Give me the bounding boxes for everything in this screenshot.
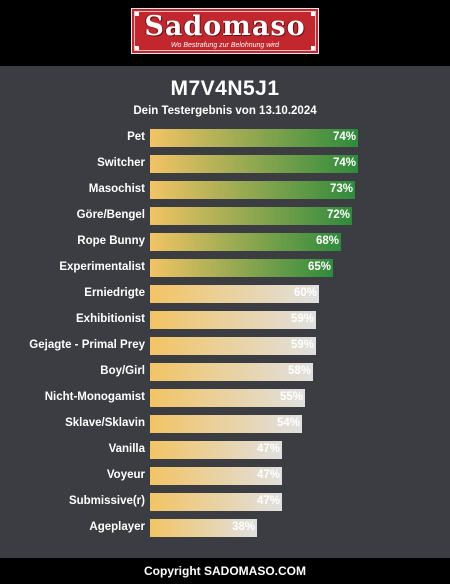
result-percent: 59% — [290, 339, 314, 351]
result-row: Masochist 73% — [0, 181, 450, 199]
result-row: Ageplayer 38% — [0, 519, 450, 537]
result-row: Vanilla 47% — [0, 441, 450, 459]
result-percent: 55% — [279, 391, 303, 403]
logo-tagline: Wo Bestrafung zur Belohnung wird — [170, 42, 280, 49]
result-row: Exhibitionist 59% — [0, 311, 450, 329]
result-label: Pet — [127, 131, 145, 143]
result-label: Submissive(r) — [68, 495, 145, 507]
result-percent: 38% — [231, 521, 255, 533]
result-label: Experimentalist — [59, 261, 145, 273]
result-bar: 38% — [150, 519, 257, 537]
result-label: Ageplayer — [89, 521, 145, 533]
result-percent: 59% — [290, 313, 314, 325]
result-label: Gejagte - Primal Prey — [29, 339, 145, 351]
logo-corner-ornament — [135, 46, 139, 50]
result-percent: 65% — [307, 261, 331, 273]
result-row: Pet 74% — [0, 129, 450, 147]
brand-logo[interactable]: Sadomaso Wo Bestrafung zur Belohnung wir… — [131, 8, 319, 54]
result-percent: 58% — [287, 365, 311, 377]
result-percent: 60% — [293, 287, 317, 299]
result-bar: 59% — [150, 311, 316, 329]
logo-frame — [134, 11, 316, 51]
result-label: Göre/Bengel — [76, 209, 145, 221]
result-bar: 59% — [150, 337, 316, 355]
result-percent: 54% — [276, 417, 300, 429]
result-row: Rope Bunny 68% — [0, 233, 450, 251]
result-row: Erniedrigte 60% — [0, 285, 450, 303]
result-bar: 47% — [150, 493, 282, 511]
result-percent: 47% — [256, 443, 280, 455]
result-percent: 74% — [332, 157, 356, 169]
result-row: Göre/Bengel 72% — [0, 207, 450, 225]
result-bar: 60% — [150, 285, 319, 303]
result-subtitle: Dein Testergebnis von 13.10.2024 — [133, 105, 317, 117]
result-label: Erniedrigte — [84, 287, 145, 299]
result-row: Gejagte - Primal Prey 59% — [0, 337, 450, 355]
result-label: Sklave/Sklavin — [65, 417, 145, 429]
result-label: Rope Bunny — [77, 235, 145, 247]
result-percent: 68% — [315, 235, 339, 247]
result-bar: 72% — [150, 207, 352, 225]
result-percent: 72% — [326, 209, 350, 221]
result-row: Sklave/Sklavin 54% — [0, 415, 450, 433]
result-label: Boy/Girl — [100, 365, 145, 377]
result-row: Switcher 74% — [0, 155, 450, 173]
result-label: Masochist — [88, 183, 145, 195]
copyright-text: Copyright SADOMASO.COM — [144, 564, 306, 578]
result-row: Nicht-Monogamist 55% — [0, 389, 450, 407]
header: Sadomaso Wo Bestrafung zur Belohnung wir… — [0, 0, 450, 66]
result-bar: 47% — [150, 467, 282, 485]
result-bar: 74% — [150, 129, 358, 147]
result-row: Submissive(r) 47% — [0, 493, 450, 511]
logo-corner-ornament — [135, 12, 139, 16]
result-bar: 47% — [150, 441, 282, 459]
result-label: Exhibitionist — [76, 313, 145, 325]
result-label: Switcher — [97, 157, 145, 169]
logo-wordmark: Sadomaso — [144, 11, 306, 42]
result-bar: 58% — [150, 363, 313, 381]
result-percent: 47% — [256, 495, 280, 507]
result-row: Boy/Girl 58% — [0, 363, 450, 381]
footer: Copyright SADOMASO.COM — [0, 558, 450, 584]
result-label: Nicht-Monogamist — [44, 391, 145, 403]
result-percent: 47% — [256, 469, 280, 481]
logo-corner-ornament — [311, 12, 315, 16]
result-bar: 73% — [150, 181, 355, 199]
result-row: Voyeur 47% — [0, 467, 450, 485]
result-panel: M7V4N5J1 Dein Testergebnis von 13.10.202… — [0, 66, 450, 558]
result-percent: 73% — [329, 183, 353, 195]
result-bar: 68% — [150, 233, 341, 251]
result-bar: 74% — [150, 155, 358, 173]
result-row: Experimentalist 65% — [0, 259, 450, 277]
logo-corner-ornament — [311, 46, 315, 50]
result-label: Vanilla — [108, 443, 145, 455]
result-bar: 54% — [150, 415, 302, 433]
result-code: M7V4N5J1 — [170, 77, 280, 100]
result-percent: 74% — [332, 131, 356, 143]
result-bar: 55% — [150, 389, 305, 407]
result-bar: 65% — [150, 259, 333, 277]
result-label: Voyeur — [106, 469, 145, 481]
